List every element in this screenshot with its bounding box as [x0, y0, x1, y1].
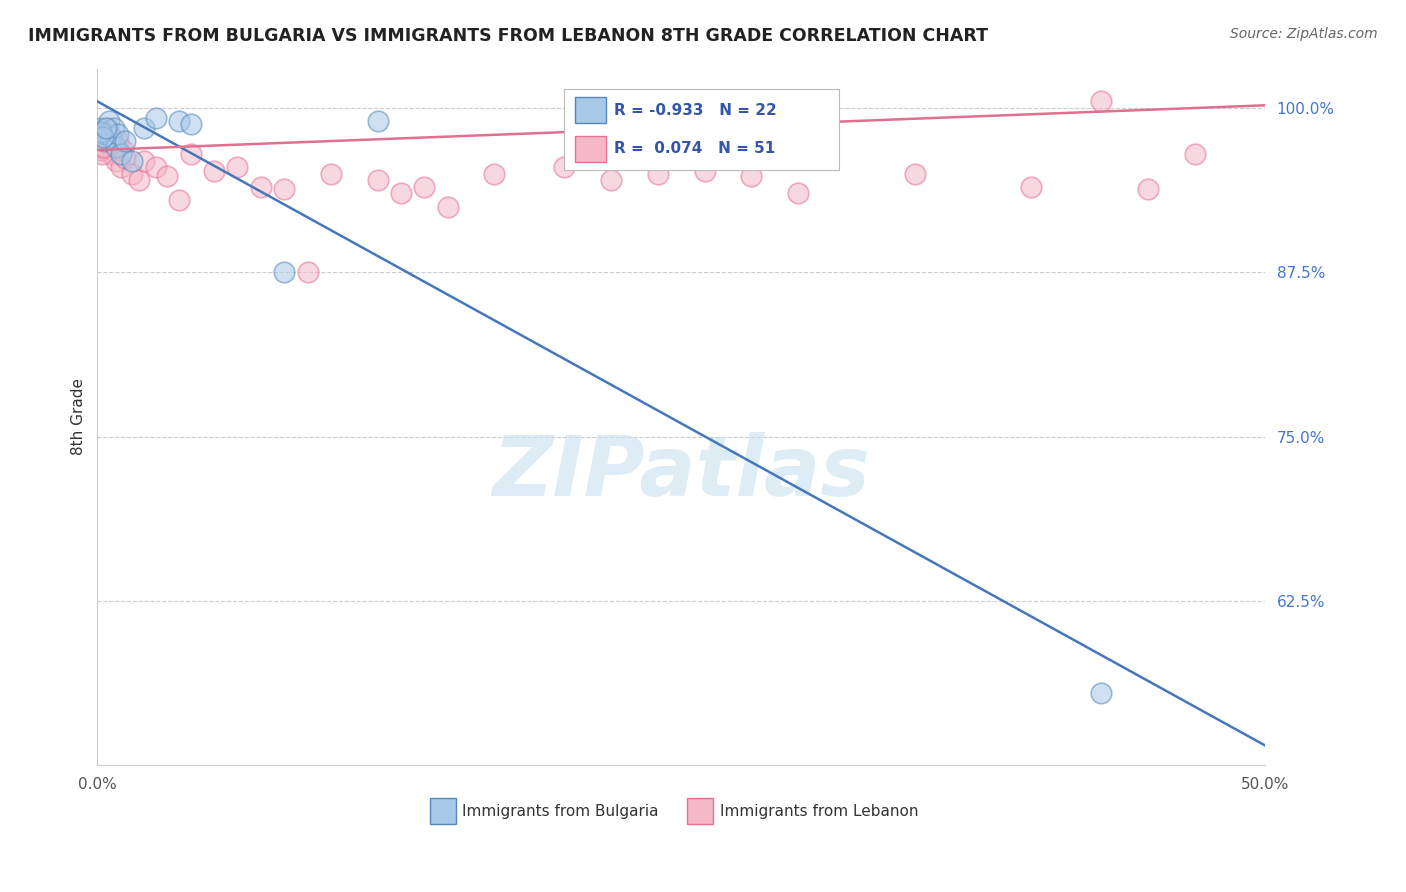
Point: [250, 179, 273, 194]
Point: [103, 137, 125, 152]
Point: [484, 167, 506, 181]
Point: [103, 120, 125, 135]
Point: [89, 137, 111, 152]
Point: [93, 140, 115, 154]
Point: [128, 173, 150, 187]
Point: [319, 167, 342, 181]
Point: [91, 127, 114, 141]
Point: [787, 186, 810, 201]
Point: [436, 200, 458, 214]
Text: ZIPatlas: ZIPatlas: [492, 432, 870, 513]
Point: [89, 143, 111, 157]
Point: [553, 160, 575, 174]
Point: [1090, 95, 1112, 109]
Point: [96, 140, 118, 154]
Text: IMMIGRANTS FROM BULGARIA VS IMMIGRANTS FROM LEBANON 8TH GRADE CORRELATION CHART: IMMIGRANTS FROM BULGARIA VS IMMIGRANTS F…: [28, 27, 988, 45]
Text: Immigrants from Lebanon: Immigrants from Lebanon: [720, 804, 918, 819]
Point: [105, 140, 128, 154]
Point: [90, 125, 112, 139]
Point: [107, 134, 129, 148]
Point: [90, 140, 112, 154]
Point: [1021, 179, 1043, 194]
Point: [167, 193, 190, 207]
Point: [273, 265, 295, 279]
Point: [97, 120, 120, 135]
Point: [91, 143, 114, 157]
Point: [647, 167, 669, 181]
FancyBboxPatch shape: [688, 797, 713, 824]
Point: [100, 129, 122, 144]
Point: [413, 179, 436, 194]
Text: Immigrants from Bulgaria: Immigrants from Bulgaria: [461, 804, 658, 819]
Point: [110, 160, 132, 174]
Point: [132, 120, 155, 135]
Point: [367, 114, 389, 128]
FancyBboxPatch shape: [430, 797, 456, 824]
Point: [110, 147, 132, 161]
Point: [297, 265, 319, 279]
Point: [389, 186, 412, 201]
Point: [91, 147, 114, 161]
Point: [1137, 182, 1160, 196]
Point: [94, 120, 117, 135]
Point: [145, 112, 167, 126]
Point: [145, 160, 167, 174]
Point: [91, 137, 114, 152]
Point: [89, 140, 111, 154]
Point: [904, 167, 927, 181]
Point: [132, 153, 155, 168]
Point: [96, 127, 118, 141]
Point: [180, 147, 202, 161]
Point: [1090, 686, 1112, 700]
Point: [89, 120, 111, 135]
Y-axis label: 8th Grade: 8th Grade: [72, 378, 86, 455]
Point: [105, 153, 128, 168]
Point: [93, 134, 115, 148]
Point: [100, 147, 122, 161]
Point: [226, 160, 249, 174]
Point: [98, 129, 121, 144]
Point: [114, 134, 136, 148]
Text: Source: ZipAtlas.com: Source: ZipAtlas.com: [1230, 27, 1378, 41]
Point: [87, 134, 110, 148]
Point: [156, 169, 179, 184]
Point: [1184, 147, 1206, 161]
Point: [107, 127, 129, 141]
Point: [114, 151, 136, 165]
Point: [367, 173, 389, 187]
Point: [94, 125, 117, 139]
Point: [121, 167, 143, 181]
Point: [112, 143, 135, 157]
Point: [202, 164, 225, 178]
Point: [693, 164, 716, 178]
Point: [740, 169, 762, 184]
Point: [600, 173, 623, 187]
Point: [180, 117, 202, 131]
Point: [90, 127, 112, 141]
Point: [121, 153, 143, 168]
Point: [167, 114, 190, 128]
Point: [273, 182, 295, 196]
Point: [98, 114, 121, 128]
Point: [93, 134, 115, 148]
Point: [91, 129, 114, 144]
